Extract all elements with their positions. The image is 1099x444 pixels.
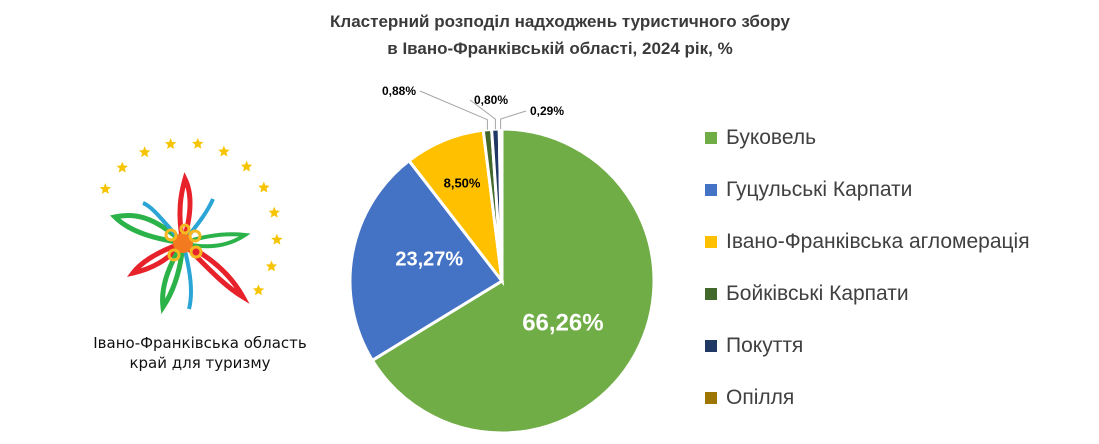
leader-line (500, 110, 527, 129)
logo-star-icon (271, 233, 283, 245)
pie-slice (497, 127, 504, 282)
leader-line (469, 99, 496, 130)
logo-stars-icon (99, 137, 283, 296)
logo-caption-line-1: Івано-Франківська область (93, 334, 307, 352)
pie-slices (348, 127, 656, 435)
logo-star-icon (138, 146, 151, 158)
pie-data-labels: 66,26% 23,27% 8,50% 0,88% 0,80% 0,29% (382, 84, 604, 336)
legend-label: Івано-Франківська агломерація (726, 230, 1030, 253)
chart-title-line-2: в Івано-Франківській області, 2024 рік, … (387, 39, 733, 58)
legend-label: Покуття (726, 334, 804, 357)
data-label: 0,80% (474, 93, 508, 107)
legend-swatch (705, 340, 717, 352)
legend-label: Буковель (726, 126, 817, 149)
logo-star-icon (116, 161, 128, 173)
logo-caption-line-2: край для туризму (129, 354, 271, 372)
data-label: 0,88% (382, 84, 416, 98)
data-label: 23,27% (395, 248, 463, 270)
pie-slice (370, 127, 656, 435)
logo-star-icon (258, 181, 270, 193)
logo-star-icon (218, 145, 230, 157)
logo-star-icon (265, 260, 278, 272)
chart-legend: Буковель Гуцульські Карпати Івано-Франківс… (705, 112, 1030, 424)
legend-swatch (705, 288, 717, 300)
data-label: 8,50% (444, 175, 481, 190)
chart-title-line-1: Кластерний розподіл надходжень туристичн… (330, 12, 790, 31)
legend-label: Бойківські Карпати (726, 282, 909, 305)
legend-swatch (705, 236, 717, 248)
legend-swatch (705, 184, 717, 196)
pie-slice (348, 158, 505, 363)
legend-item: Буковель (705, 112, 1030, 164)
legend-item: Івано-Франківська агломерація (705, 216, 1030, 268)
data-label: 66,26% (522, 309, 603, 336)
legend-item: Бойківські Карпати (705, 268, 1030, 320)
logo-star-icon (164, 138, 177, 149)
logo-star-icon (252, 284, 265, 296)
chart-title: Кластерний розподіл надходжень туристичн… (160, 8, 960, 62)
legend-item: Гуцульські Карпати (705, 164, 1030, 216)
logo-star-icon (268, 206, 280, 218)
legend-label: Опілля (726, 386, 795, 409)
logo-caption: Івано-Франківська область край для туриз… (80, 333, 320, 373)
logo-star-icon (99, 183, 112, 194)
logo-flower-icon (110, 172, 251, 314)
legend-label: Гуцульські Карпати (726, 178, 913, 201)
region-logo (99, 137, 283, 314)
data-label: 0,29% (530, 104, 564, 118)
legend-swatch (705, 392, 717, 404)
logo-star-icon (240, 160, 253, 172)
legend-swatch (705, 132, 717, 144)
leader-line (419, 90, 488, 130)
pie-leader-lines (419, 90, 527, 130)
legend-item: Покуття (705, 320, 1030, 372)
legend-item: Опілля (705, 372, 1030, 424)
logo-star-icon (192, 137, 204, 149)
